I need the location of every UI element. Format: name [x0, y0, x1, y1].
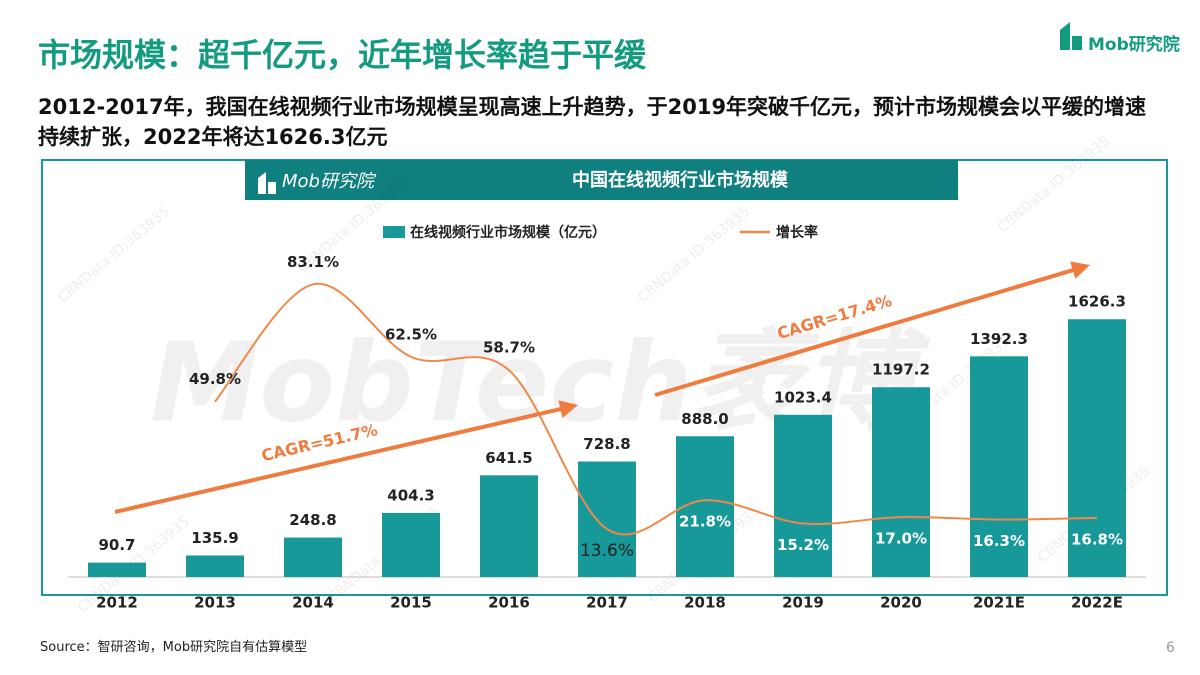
bar — [1068, 319, 1126, 577]
cagr-arrow — [114, 405, 567, 514]
x-tick-label: 2016 — [488, 594, 530, 612]
chart-logo: Mob研究院 — [282, 171, 377, 192]
slide-title: 市场规模：超千亿元，近年增长率趋于平缓 — [38, 36, 647, 74]
x-tick-label: 2020 — [880, 594, 922, 612]
growth-label: 16.8% — [1071, 530, 1123, 548]
logo: Mob研究院 — [1088, 35, 1180, 55]
bar — [382, 512, 440, 577]
bar — [88, 562, 146, 577]
cagr-arrow-head — [1070, 261, 1090, 279]
value-label: 1392.3 — [970, 330, 1028, 348]
x-tick-label: 2015 — [390, 594, 432, 612]
bar — [578, 461, 636, 577]
growth-label: 21.8% — [679, 513, 731, 531]
legend-swatch — [383, 226, 405, 238]
legend-label: 增长率 — [776, 224, 818, 241]
watermark-id: CBNData ID:363935 — [635, 203, 753, 306]
value-label: 404.3 — [387, 486, 434, 504]
bar — [774, 414, 832, 577]
x-tick-label: 2021E — [973, 594, 1025, 612]
logo-icon — [1060, 22, 1082, 50]
growth-line — [214, 282, 1098, 536]
cagr-arrow — [654, 266, 1080, 397]
value-label: 90.7 — [98, 536, 135, 554]
cagr-arrow-head — [558, 400, 578, 418]
x-tick-label: 2012 — [96, 594, 138, 612]
value-label: 728.8 — [583, 435, 630, 453]
value-label: 641.5 — [485, 449, 532, 467]
growth-label: 17.0% — [875, 530, 927, 548]
x-tick-label: 2019 — [782, 594, 824, 612]
x-tick-label: 2018 — [684, 594, 726, 612]
x-tick-label: 2017 — [586, 594, 628, 612]
growth-label: 83.1% — [287, 253, 339, 271]
x-tick-label: 2013 — [194, 594, 236, 612]
source: Source：智研咨询，Mob研究院自有估算模型 — [40, 640, 308, 655]
legend-label: 在线视频行业市场规模（亿元） — [410, 224, 606, 241]
growth-label: 58.7% — [483, 339, 535, 357]
bar — [480, 475, 538, 577]
bar — [284, 537, 342, 577]
bar — [970, 356, 1028, 577]
watermark-id: CBNData ID:363935 — [55, 203, 173, 306]
value-label: 1197.2 — [872, 361, 930, 379]
growth-label: 15.2% — [777, 536, 829, 554]
value-label: 1626.3 — [1068, 293, 1126, 311]
growth-label: 13.6% — [580, 541, 634, 561]
growth-label: 62.5% — [385, 325, 437, 343]
bar — [872, 387, 930, 577]
x-tick-label: 2014 — [292, 594, 334, 612]
subtitle: 2012-2017年，我国在线视频行业市场规模呈现高速上升趋势，于2019年突破… — [38, 95, 1147, 149]
logo-icon — [258, 172, 276, 194]
value-label: 135.9 — [191, 529, 238, 547]
growth-label: 16.3% — [973, 532, 1025, 550]
value-label: 1023.4 — [774, 388, 832, 406]
x-tick-label: 2022E — [1071, 594, 1123, 612]
bar — [186, 555, 244, 577]
chart-title-bar — [245, 160, 958, 200]
chart-title: 中国在线视频行业市场规模 — [572, 169, 789, 191]
value-label: 248.8 — [289, 511, 336, 529]
growth-label: 49.8% — [189, 370, 241, 388]
value-label: 888.0 — [681, 410, 728, 428]
page-number: 6 — [1166, 640, 1175, 656]
